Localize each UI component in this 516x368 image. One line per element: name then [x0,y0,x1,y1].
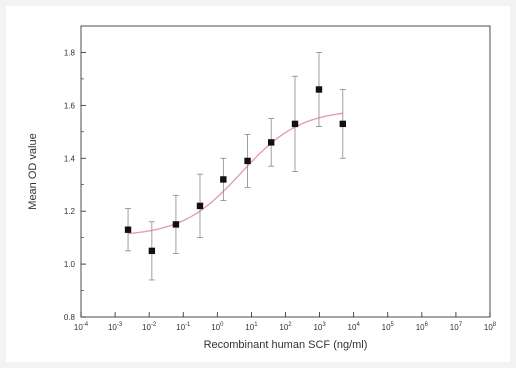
x-tick-label: 108 [484,322,497,332]
x-tick-label: 101 [245,322,258,332]
plot-frame [80,25,491,318]
data-point-marker [196,202,204,210]
data-points-layer [124,86,347,255]
axes [80,25,491,318]
data-point-marker [244,157,251,165]
x-tick-label: 104 [348,322,361,332]
y-tick-label: 1.4 [64,154,76,163]
x-tick-label: 10-1 [176,322,191,332]
data-point-marker [148,247,156,255]
x-axis-title: Recombinant human SCF (ng/ml) [204,339,368,351]
data-point-marker [124,226,132,233]
y-tick-label: 1.6 [64,101,76,110]
chart-svg: 0.8 1.0 1.2 1.4 1.6 1.8 10-4 10-3 10-2 10-1 100 101… [27,25,497,351]
fit-curve-layer [127,112,343,235]
x-tick-label: 102 [279,322,292,332]
x-tick-label: 100 [211,322,224,332]
tick-labels-layer: 0.8 1.0 1.2 1.4 1.6 1.8 10-4 10-3 10-2 10-1 100 101… [64,48,497,332]
error-bars-layer [125,52,346,281]
data-point-marker [267,139,275,146]
x-tick-label: 10-4 [74,322,89,332]
y-tick-label: 1.8 [64,48,76,57]
x-tick-label: 105 [382,322,395,332]
data-point-marker [220,176,227,183]
data-point-marker [291,120,299,128]
y-tick-label: 0.8 [64,313,76,322]
y-tick-label: 1.0 [64,260,76,269]
x-tick-label: 10-3 [108,322,123,332]
y-tick-label: 1.2 [64,207,76,216]
fit-curve-line [127,112,343,235]
y-axis-title: Mean OD value [27,133,39,209]
x-tick-label: 107 [450,322,463,332]
x-tick-label: 10-2 [142,322,157,332]
data-point-marker [315,86,323,93]
chart-panel: 0.8 1.0 1.2 1.4 1.6 1.8 10-4 10-3 10-2 10-1 100 101… [6,6,510,362]
data-point-marker [172,221,180,228]
x-tick-label: 106 [416,322,429,332]
x-tick-label: 103 [313,322,326,332]
data-point-marker [339,120,347,128]
